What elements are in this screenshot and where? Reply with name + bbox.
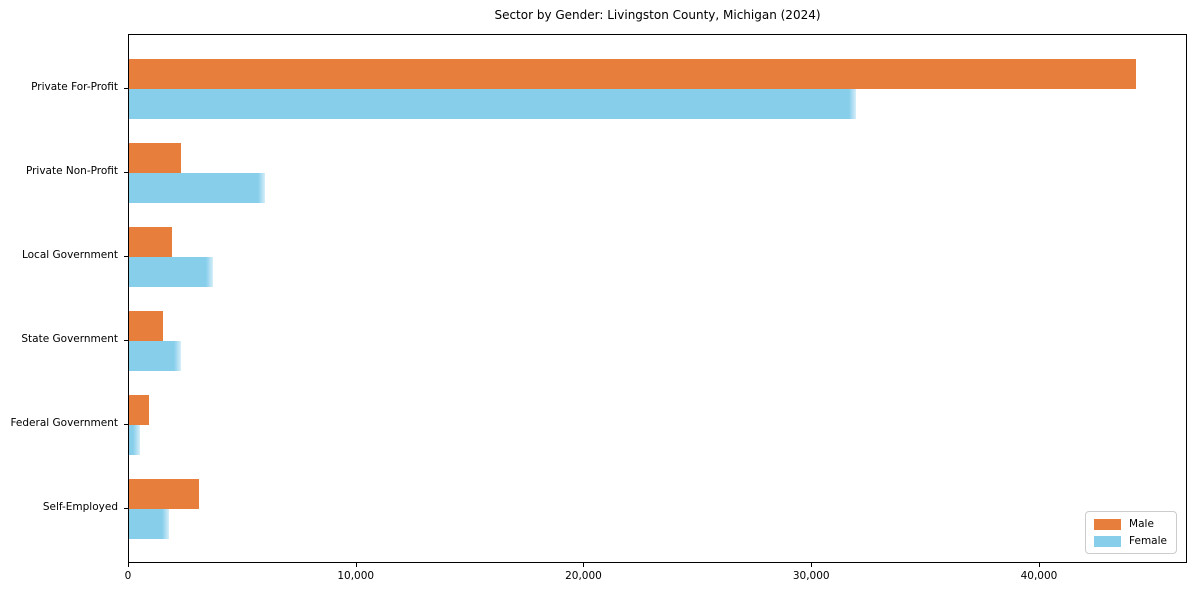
chart-title: Sector by Gender: Livingston County, Mic… (494, 8, 821, 22)
plot-area: Male Female (128, 34, 1187, 563)
bar-male-private-non-profit (129, 143, 182, 173)
bar-female-federal-government (129, 425, 141, 455)
bar-female-state-government (129, 341, 182, 371)
legend-swatch-female (1094, 535, 1122, 547)
y-tick-mark (124, 340, 128, 341)
bar-female-private-for-profit (129, 89, 857, 119)
y-tick-label-private-for-profit: Private For-Profit (31, 81, 118, 93)
legend-item-female: Female (1094, 535, 1167, 547)
legend-item-male: Male (1094, 518, 1167, 530)
y-tick-label-local-government: Local Government (21, 249, 118, 261)
x-tick-label-30-000: 30,000 (792, 570, 830, 582)
x-tick-label-40-000: 40,000 (1020, 570, 1058, 582)
legend-swatch-male (1094, 518, 1122, 530)
legend-label-female: Female (1129, 535, 1167, 547)
y-tick-label-federal-government: Federal Government (10, 417, 118, 429)
bar-male-self-employed (129, 479, 200, 509)
x-tick-label-10-000: 10,000 (337, 570, 375, 582)
x-tick-mark (811, 563, 813, 567)
bar-male-state-government (129, 311, 164, 341)
y-axis: Private For-Profit Private Non-Profit Loca… (0, 34, 128, 563)
y-tick-mark (124, 88, 128, 89)
y-tick-mark (124, 172, 128, 173)
x-tick-label-0: 0 (124, 570, 132, 582)
y-tick-mark (124, 424, 128, 425)
x-tick-mark (583, 563, 585, 567)
bar-female-local-government (129, 257, 214, 287)
x-tick-mark (1038, 563, 1040, 567)
legend-label-male: Male (1129, 518, 1154, 530)
x-axis: 0 10,000 20,000 30,000 40,000 (124, 563, 1187, 595)
x-tick-label-20-000: 20,000 (565, 570, 602, 582)
x-tick-mark (355, 563, 357, 567)
y-tick-mark (124, 256, 128, 257)
bar-male-federal-government (129, 395, 150, 425)
bar-male-private-for-profit (129, 59, 1136, 89)
x-tick-mark (128, 563, 129, 567)
y-tick-mark (124, 508, 128, 509)
legend: Male Female (1085, 511, 1177, 554)
bar-male-local-government (129, 227, 173, 257)
y-tick-label-private-non-profit: Private Non-Profit (25, 165, 118, 177)
y-tick-label-state-government: State Government (21, 333, 118, 345)
bar-female-self-employed (129, 509, 169, 539)
y-tick-label-self-employed: Self-Employed (42, 501, 118, 513)
bar-female-private-non-profit (129, 173, 266, 203)
